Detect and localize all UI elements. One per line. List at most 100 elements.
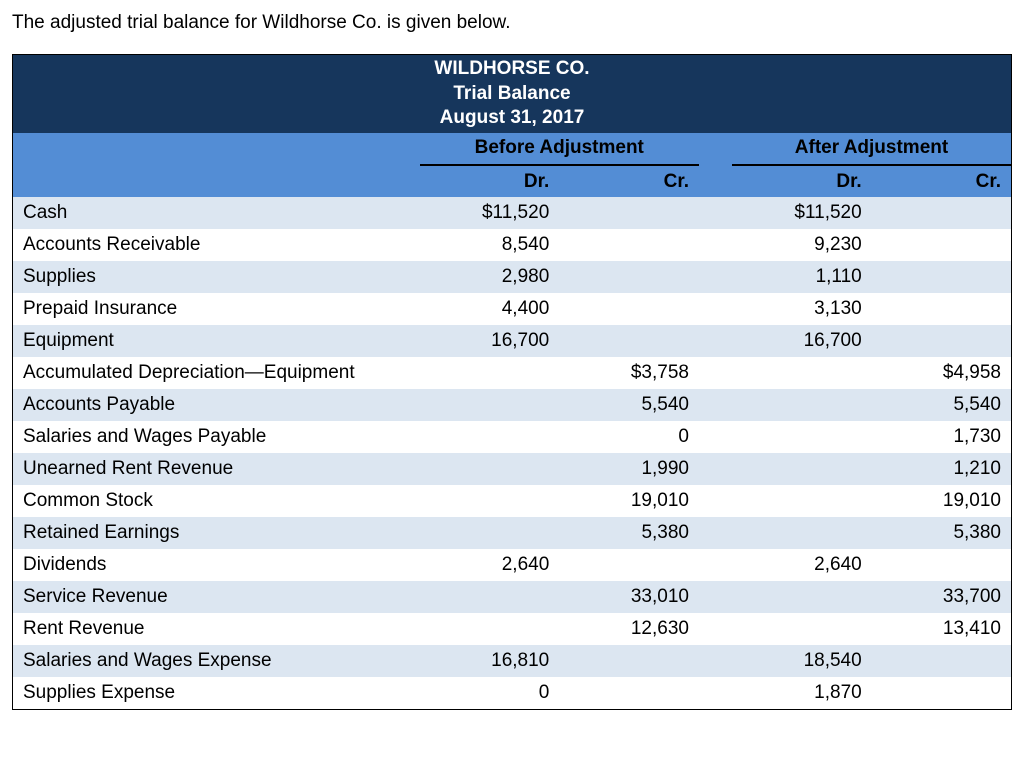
- row-before-dr: 16,700: [420, 325, 560, 357]
- table-row: Cash$11,520$11,520: [13, 197, 1012, 229]
- table-row: Prepaid Insurance4,4003,130: [13, 293, 1012, 325]
- row-label: Cash: [13, 197, 420, 229]
- row-before-dr: 16,810: [420, 645, 560, 677]
- row-label: Salaries and Wages Expense: [13, 645, 420, 677]
- row-after-dr: 9,230: [732, 229, 872, 261]
- row-before-cr: 5,380: [559, 517, 699, 549]
- row-before-cr: $3,758: [559, 357, 699, 389]
- row-gap: [699, 645, 732, 677]
- table-row: Service Revenue33,01033,700: [13, 581, 1012, 613]
- table-title-line-2: Trial Balance: [15, 82, 1009, 107]
- header-after-dr: Dr.: [732, 165, 872, 197]
- table-row: Accounts Payable 5,540 5,540: [13, 389, 1012, 421]
- table-row: Retained Earnings5,3805,380: [13, 517, 1012, 549]
- group-header-gap: [699, 133, 732, 165]
- row-after-cr: $4,958: [872, 357, 1012, 389]
- row-before-cr: 5,540: [559, 389, 699, 421]
- row-before-dr: [420, 485, 560, 517]
- row-after-cr: [872, 261, 1012, 293]
- group-header-after-label: After Adjustment: [795, 137, 948, 158]
- row-before-dr: 2,640: [420, 549, 560, 581]
- table-row: Salaries and Wages Expense16,810 18,540: [13, 645, 1012, 677]
- row-after-dr: $11,520: [732, 197, 872, 229]
- row-label: Equipment: [13, 325, 420, 357]
- row-before-dr: 2,980: [420, 261, 560, 293]
- row-after-dr: 3,130: [732, 293, 872, 325]
- drcr-gap: [699, 165, 732, 197]
- table-title-line-1: WILDHORSE CO.: [15, 57, 1009, 82]
- row-after-dr: 18,540: [732, 645, 872, 677]
- row-after-cr: [872, 229, 1012, 261]
- row-before-dr: 8,540: [420, 229, 560, 261]
- group-header-row: Before Adjustment After Adjustment: [13, 133, 1012, 165]
- drcr-blank: [13, 165, 420, 197]
- table-row: Accumulated Depreciation—Equipment $3,758…: [13, 357, 1012, 389]
- row-before-cr: [559, 325, 699, 357]
- row-label: Supplies Expense: [13, 677, 420, 709]
- row-label: Accumulated Depreciation—Equipment: [13, 357, 420, 389]
- row-after-cr: [872, 677, 1012, 709]
- header-before-dr: Dr.: [420, 165, 560, 197]
- row-before-cr: [559, 549, 699, 581]
- row-gap: [699, 453, 732, 485]
- intro-text: The adjusted trial balance for Wildhorse…: [12, 12, 1012, 34]
- row-after-cr: 33,700: [872, 581, 1012, 613]
- drcr-header-row: Dr. Cr. Dr. Cr.: [13, 165, 1012, 197]
- table-row: Rent Revenue12,63013,410: [13, 613, 1012, 645]
- row-after-cr: [872, 325, 1012, 357]
- row-after-dr: 16,700: [732, 325, 872, 357]
- row-gap: [699, 549, 732, 581]
- row-after-cr: 5,540: [872, 389, 1012, 421]
- row-after-cr: 13,410: [872, 613, 1012, 645]
- row-label: Rent Revenue: [13, 613, 420, 645]
- row-gap: [699, 389, 732, 421]
- row-after-cr: 19,010: [872, 485, 1012, 517]
- row-gap: [699, 229, 732, 261]
- row-after-dr: 1,870: [732, 677, 872, 709]
- table-row: Unearned Rent Revenue1,9901,210: [13, 453, 1012, 485]
- row-label: Accounts Payable: [13, 389, 420, 421]
- row-after-dr: 2,640: [732, 549, 872, 581]
- row-after-dr: [732, 485, 872, 517]
- group-header-blank: [13, 133, 420, 165]
- table-row: Salaries and Wages Payable01,730: [13, 421, 1012, 453]
- row-gap: [699, 293, 732, 325]
- row-after-cr: [872, 293, 1012, 325]
- row-after-dr: [732, 453, 872, 485]
- row-before-dr: [420, 613, 560, 645]
- row-before-cr: 0: [559, 421, 699, 453]
- header-after-cr: Cr.: [872, 165, 1012, 197]
- row-gap: [699, 197, 732, 229]
- row-after-dr: [732, 389, 872, 421]
- group-header-before-label: Before Adjustment: [475, 137, 644, 158]
- table-row: Supplies Expense0 1,870: [13, 677, 1012, 709]
- table-row: Equipment16,70016,700: [13, 325, 1012, 357]
- table-row: Dividends2,6402,640: [13, 549, 1012, 581]
- row-after-dr: 1,110: [732, 261, 872, 293]
- table-row: Supplies2,9801,110: [13, 261, 1012, 293]
- header-before-cr: Cr.: [559, 165, 699, 197]
- row-before-dr: [420, 581, 560, 613]
- row-after-dr: [732, 613, 872, 645]
- row-before-dr: [420, 421, 560, 453]
- row-before-cr: 19,010: [559, 485, 699, 517]
- row-before-cr: [559, 229, 699, 261]
- row-before-cr: 1,990: [559, 453, 699, 485]
- row-label: Prepaid Insurance: [13, 293, 420, 325]
- row-before-cr: [559, 677, 699, 709]
- row-label: Salaries and Wages Payable: [13, 421, 420, 453]
- row-before-dr: [420, 517, 560, 549]
- row-before-cr: [559, 261, 699, 293]
- row-gap: [699, 517, 732, 549]
- trial-balance-table: WILDHORSE CO. Trial Balance August 31, 2…: [12, 54, 1012, 710]
- row-label: Service Revenue: [13, 581, 420, 613]
- row-gap: [699, 485, 732, 517]
- row-after-cr: [872, 549, 1012, 581]
- row-gap: [699, 613, 732, 645]
- row-label: Retained Earnings: [13, 517, 420, 549]
- row-before-dr: [420, 357, 560, 389]
- row-gap: [699, 357, 732, 389]
- row-before-dr: 0: [420, 677, 560, 709]
- row-after-dr: [732, 581, 872, 613]
- group-header-after: After Adjustment: [732, 133, 1012, 165]
